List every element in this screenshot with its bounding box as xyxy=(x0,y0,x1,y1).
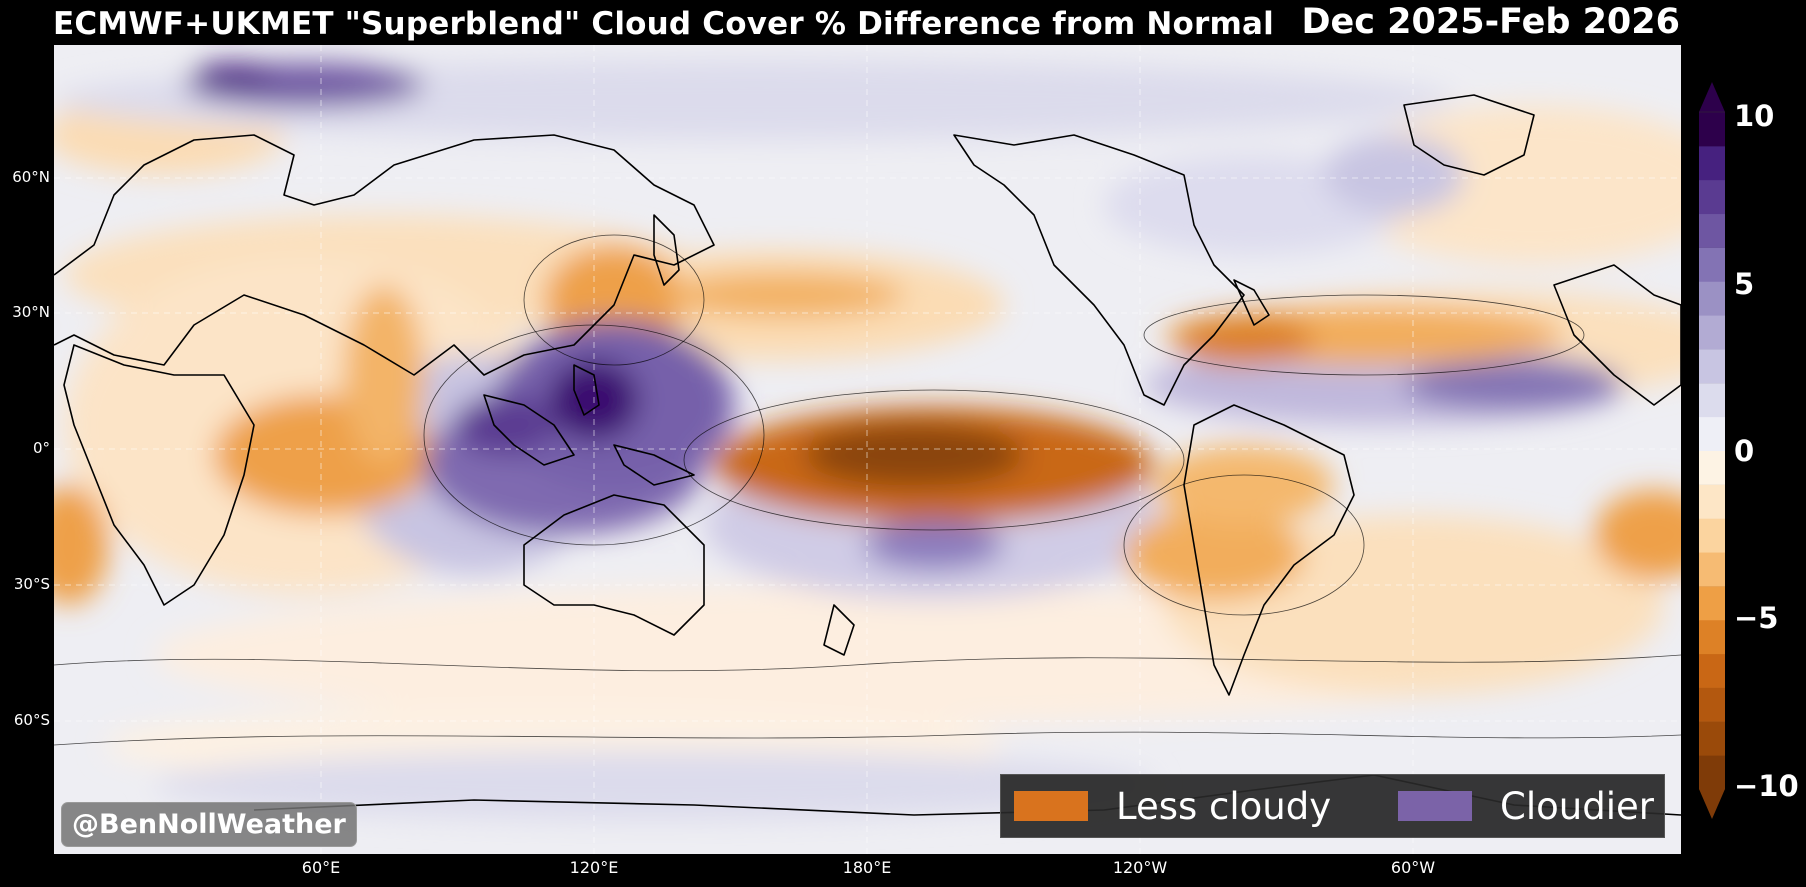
lon-label-120w: 120°W xyxy=(1112,858,1168,877)
colorbar-segment xyxy=(1699,721,1725,756)
colorbar-segment xyxy=(1699,552,1725,587)
lat-label-30n: 30°N xyxy=(12,303,50,321)
colorbar-extend-max xyxy=(1699,82,1725,112)
figure-title: ECMWF+UKMET "Superblend" Cloud Cover % D… xyxy=(53,6,1274,42)
anomaly-fields xyxy=(54,60,1681,820)
legend: Less cloudy Cloudier xyxy=(1000,774,1665,838)
lon-label-60e: 60°E xyxy=(301,858,341,877)
legend-label-cloudier: Cloudier xyxy=(1500,784,1654,828)
colorbar-segment xyxy=(1699,179,1725,215)
colorbar-segment xyxy=(1699,213,1725,248)
colorbar-segment xyxy=(1699,281,1725,316)
colorbar-segment xyxy=(1699,619,1725,655)
colorbar-segment xyxy=(1699,247,1725,282)
colorbar-segment xyxy=(1699,484,1725,519)
lon-label-180: 180°E xyxy=(842,858,892,877)
map-panel xyxy=(54,45,1681,854)
colorbar-segment xyxy=(1699,348,1725,384)
colorbar-tick-10: 10 xyxy=(1734,99,1775,133)
colorbar-tick-0: 0 xyxy=(1734,434,1755,468)
lat-label-30s: 30°S xyxy=(13,575,50,593)
lat-label-60n: 60°N xyxy=(12,168,50,186)
legend-item-less-cloudy: Less cloudy xyxy=(1014,775,1331,837)
colorbar-tick-minus-10: −10 xyxy=(1734,769,1799,803)
author-credit: @BenNollWeather xyxy=(61,802,357,847)
colorbar-extend-min xyxy=(1699,789,1725,819)
lon-label-60w: 60°W xyxy=(1390,858,1436,877)
colorbar-segment xyxy=(1699,755,1725,790)
colorbar-segment xyxy=(1699,315,1725,350)
colorbar-segment xyxy=(1699,585,1725,621)
colorbar-segment xyxy=(1699,687,1725,722)
colorbar-segment xyxy=(1699,450,1725,485)
lat-label-equator: 0° xyxy=(32,439,50,457)
legend-swatch-less-cloudy xyxy=(1014,791,1088,821)
contour-lines xyxy=(54,234,1681,746)
colorbar-segment xyxy=(1699,382,1725,418)
colorbar xyxy=(1699,82,1725,819)
lat-label-60s: 60°S xyxy=(13,711,50,729)
colorbar-tick-minus-5: −5 xyxy=(1734,601,1779,635)
colorbar-segment xyxy=(1699,112,1725,147)
graticule xyxy=(54,45,1681,854)
legend-item-cloudier: Cloudier xyxy=(1398,775,1654,837)
colorbar-segment xyxy=(1699,653,1725,688)
colorbar-segment xyxy=(1699,518,1725,553)
legend-swatch-cloudier xyxy=(1398,791,1472,821)
legend-label-less-cloudy: Less cloudy xyxy=(1116,784,1332,828)
map-svg xyxy=(54,45,1681,854)
colorbar-segment xyxy=(1699,416,1725,451)
coastlines xyxy=(54,94,1681,816)
figure-period: Dec 2025-Feb 2026 xyxy=(1301,2,1680,42)
lon-label-120e: 120°E xyxy=(569,858,619,877)
colorbar-segment xyxy=(1699,145,1725,181)
colorbar-tick-5: 5 xyxy=(1734,267,1755,301)
